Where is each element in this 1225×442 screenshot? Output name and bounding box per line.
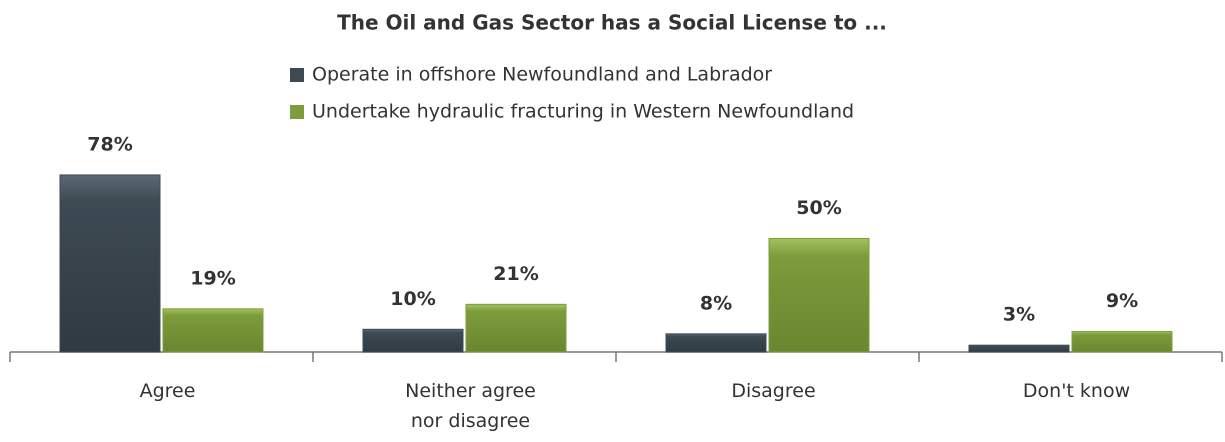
legend-label: Undertake hydraulic fracturing in Wester… <box>312 101 854 123</box>
x-tick-label: Don't know <box>1022 380 1131 402</box>
chart-title: The Oil and Gas Sector has a Social Lice… <box>337 11 887 35</box>
data-label: 21% <box>493 263 538 285</box>
bar <box>59 174 161 353</box>
data-label: 8% <box>700 292 732 314</box>
data-label: 10% <box>390 288 435 310</box>
x-tick-label: Agree <box>139 380 196 402</box>
x-tick-label: Neither agree nor disagree <box>405 380 536 432</box>
legend-swatch <box>290 105 304 119</box>
bar <box>1071 331 1173 353</box>
data-label: 9% <box>1106 290 1138 312</box>
bar <box>362 328 464 353</box>
legend-label: Operate in offshore Newfoundland and Lab… <box>312 64 772 86</box>
data-label: 19% <box>190 267 235 289</box>
bar <box>768 238 870 353</box>
bar <box>162 308 264 353</box>
bar <box>665 333 767 353</box>
data-label: 78% <box>87 133 132 155</box>
data-label: 3% <box>1003 304 1035 326</box>
legend-swatch <box>290 68 304 82</box>
x-tick-label: Disagree <box>731 380 816 402</box>
data-label: 50% <box>796 197 841 219</box>
bar <box>465 303 567 353</box>
bar <box>968 344 1070 353</box>
